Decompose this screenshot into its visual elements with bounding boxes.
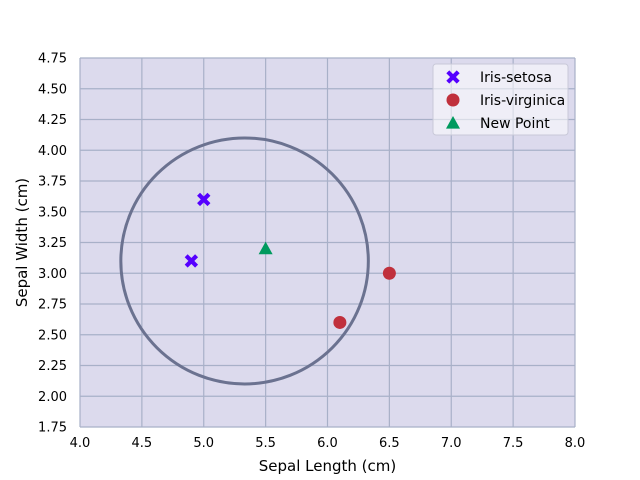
y-tick-label: 4.50 xyxy=(38,82,67,97)
legend-marker xyxy=(446,116,460,129)
y-tick-label: 2.25 xyxy=(38,359,67,374)
legend-box xyxy=(432,63,569,136)
y-tick-label: 3.50 xyxy=(38,205,67,220)
neighbor-circle-group xyxy=(119,136,370,386)
legend-label: New Point xyxy=(480,116,550,132)
y-axis-ticks: 1.75 2.00 2.25 2.50 2.75 3.00 3.25 3.50 3.75 4.00… xyxy=(38,52,67,436)
legend-marker xyxy=(446,93,460,107)
data-point-x xyxy=(197,192,211,207)
neighbor-circle xyxy=(119,136,370,386)
data-point-triangle xyxy=(258,241,273,255)
x-tick-label: 4.5 xyxy=(132,436,153,451)
x-tick-label: 6.0 xyxy=(317,436,338,451)
y-tick-label: 3.25 xyxy=(38,236,67,251)
legend: Iris-setosa Iris-virginica New Point xyxy=(432,63,569,136)
data-point-circle xyxy=(333,315,347,329)
x-tick-label: 6.5 xyxy=(379,436,400,451)
y-tick-label: 2.50 xyxy=(38,328,67,343)
x-tick-label: 7.0 xyxy=(441,436,462,451)
data-point-circle xyxy=(382,266,396,280)
x-tick-label: 7.5 xyxy=(503,436,524,451)
y-tick-label: 4.75 xyxy=(38,52,67,67)
x-axis-label: Sepal Length (cm) xyxy=(259,457,396,475)
y-tick-label: 4.25 xyxy=(38,113,67,128)
x-tick-label: 8.0 xyxy=(565,436,586,451)
y-tick-label: 3.00 xyxy=(38,267,67,282)
x-tick-label: 5.5 xyxy=(255,436,276,451)
y-tick-label: 3.75 xyxy=(38,175,67,190)
x-tick-label: 4.0 xyxy=(70,436,91,451)
legend-marker xyxy=(446,70,460,84)
legend-label: Iris-virginica xyxy=(480,93,565,109)
legend-label: Iris-setosa xyxy=(480,70,552,86)
x-tick-label: 5.0 xyxy=(193,436,214,451)
y-tick-label: 2.00 xyxy=(38,390,67,405)
y-axis-label: Sepal Width (cm) xyxy=(13,178,31,307)
y-tick-label: 1.75 xyxy=(38,421,67,436)
y-tick-label: 4.00 xyxy=(38,144,67,159)
y-tick-label: 2.75 xyxy=(38,298,67,313)
data-point-x xyxy=(184,254,199,268)
data-points xyxy=(184,192,396,329)
x-axis-ticks: 4.0 4.5 5.0 5.5 6.0 6.5 7.0 7.5 8.0 xyxy=(70,436,586,451)
